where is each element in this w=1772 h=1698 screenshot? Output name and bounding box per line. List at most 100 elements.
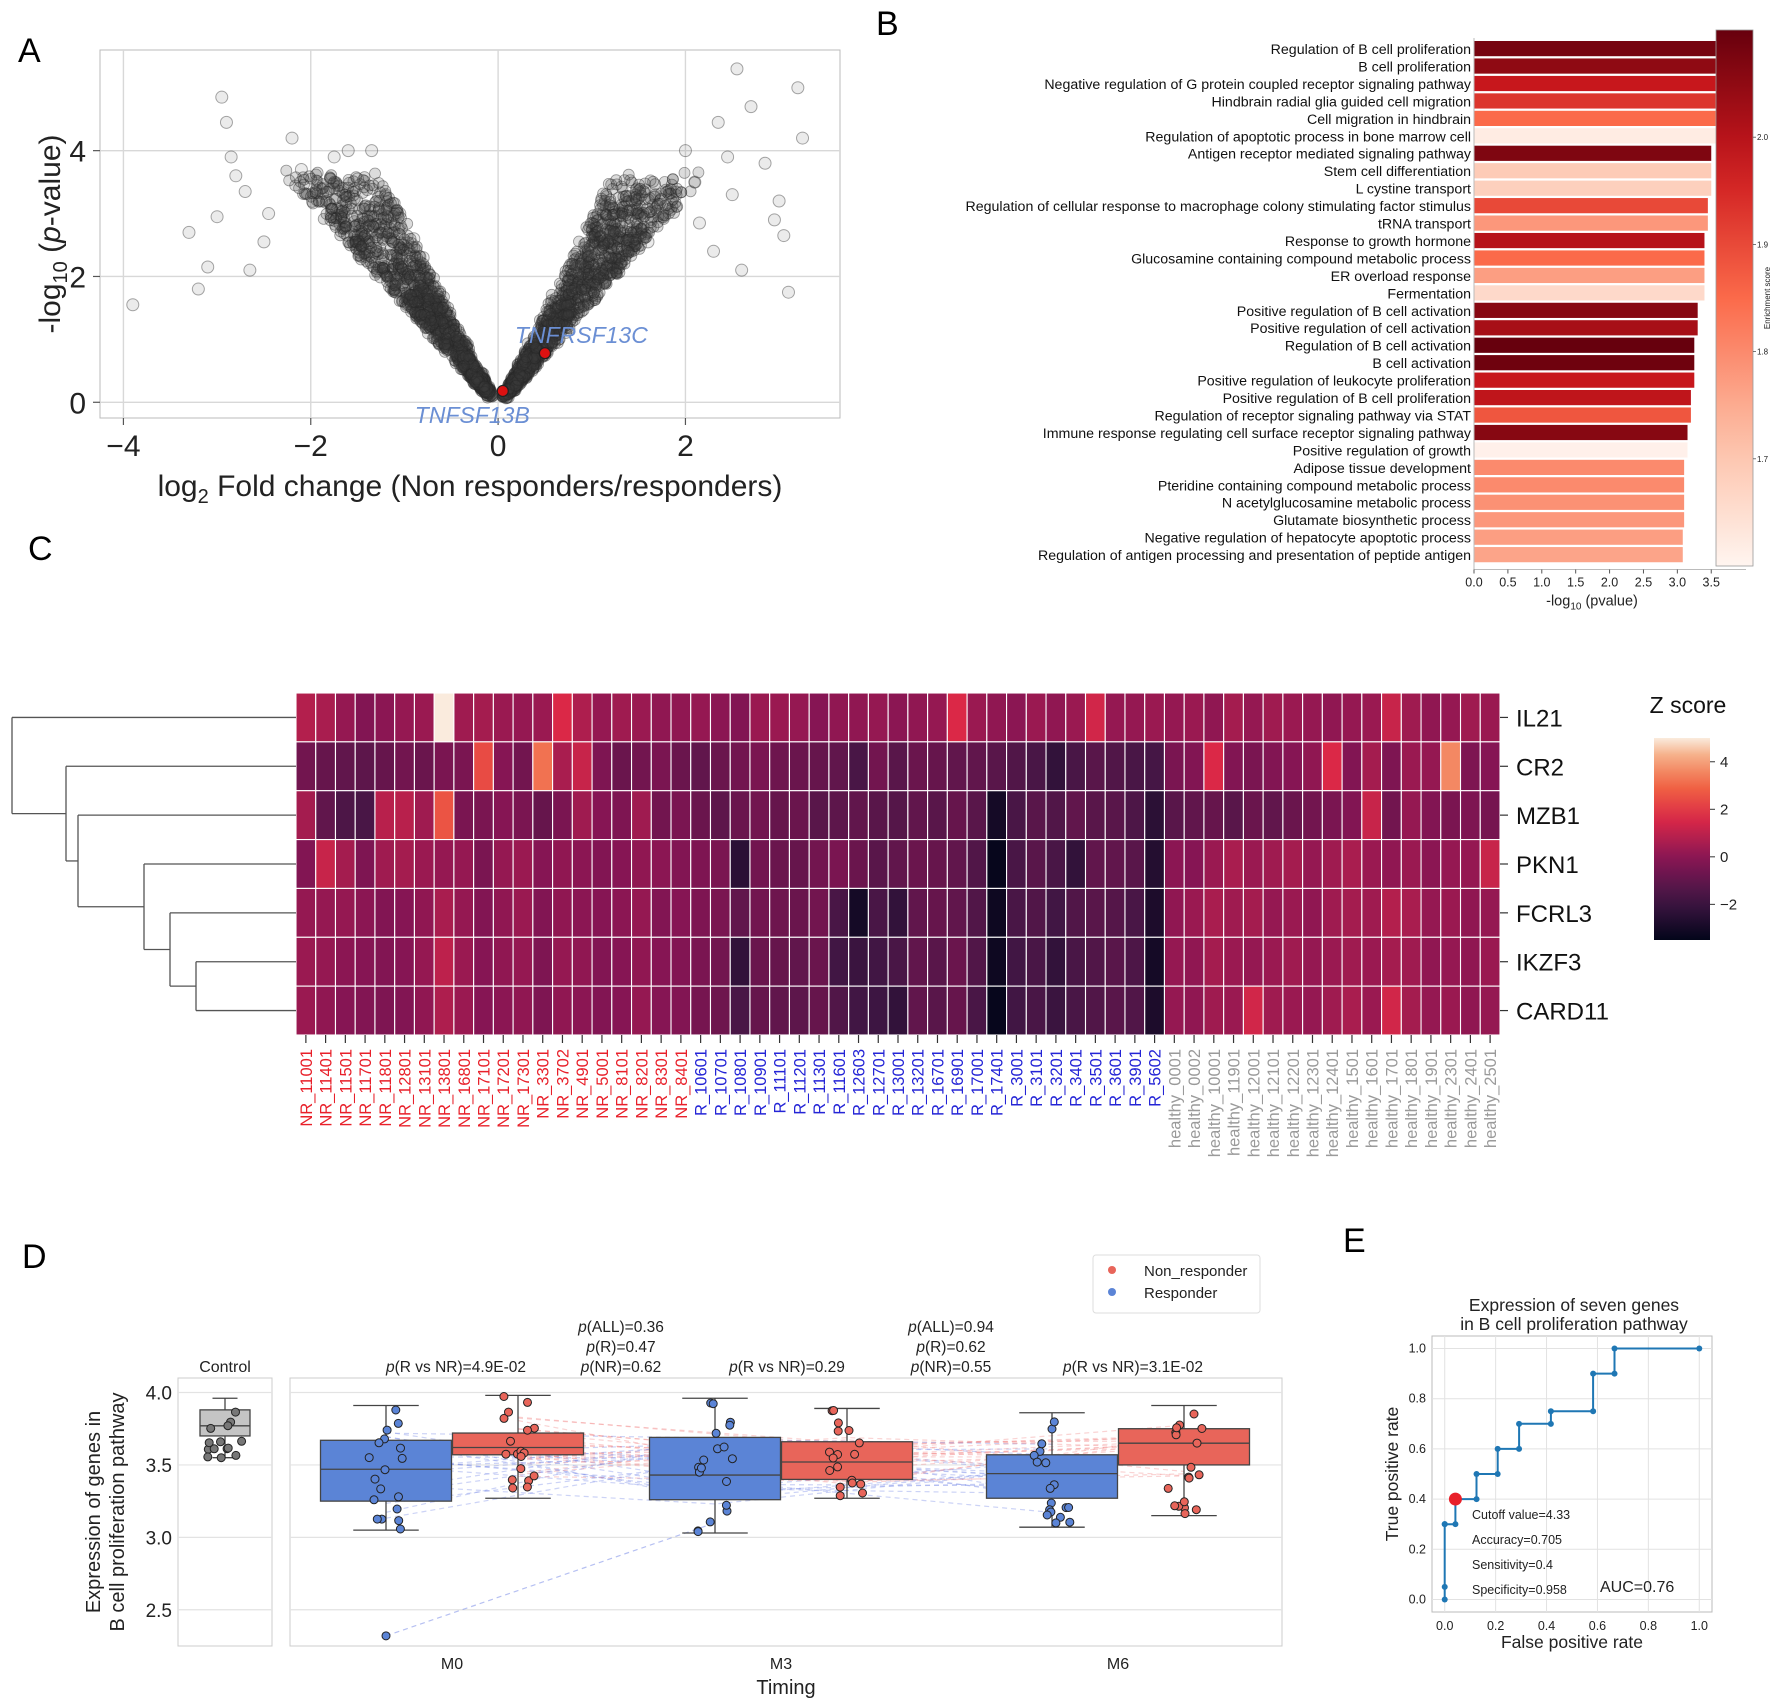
heatmap-cell	[354, 839, 376, 889]
bar	[1474, 407, 1691, 423]
data-point	[484, 390, 497, 403]
data-point	[453, 355, 466, 368]
data-point	[352, 246, 365, 259]
data-point	[522, 358, 535, 371]
data-point	[191, 282, 205, 296]
data-point	[356, 231, 369, 244]
sample-point	[392, 1504, 402, 1514]
data-point	[595, 192, 608, 205]
data-point	[538, 326, 550, 339]
data-point	[556, 289, 569, 302]
sample-point	[376, 1484, 386, 1494]
data-point	[285, 131, 299, 145]
heatmap-cell	[690, 790, 712, 841]
data-point	[618, 213, 632, 227]
column-label: NR_8301	[653, 1049, 671, 1119]
category-label: Hindbrain radial glia guided cell migrat…	[1212, 94, 1471, 110]
sample-point	[206, 1423, 216, 1433]
heatmap-cell	[808, 936, 830, 987]
heatmap-cell	[650, 741, 672, 792]
heatmap-cell	[1084, 936, 1106, 987]
data-point	[549, 307, 561, 320]
data-point	[367, 261, 380, 274]
data-point	[421, 327, 434, 340]
heatmap-cell	[571, 790, 593, 841]
data-point	[458, 359, 471, 372]
data-point	[523, 347, 535, 360]
y-tick-label: 0.8	[1409, 1392, 1426, 1406]
heatmap-cell	[453, 790, 475, 841]
data-point	[416, 251, 430, 265]
data-point	[427, 309, 440, 322]
data-point	[541, 320, 554, 333]
data-point	[546, 318, 559, 331]
heatmap-cell	[394, 887, 415, 938]
data-point	[631, 208, 644, 221]
data-point	[537, 320, 550, 333]
data-point	[433, 318, 446, 331]
data-point	[573, 275, 586, 288]
column-label: R_3401	[1068, 1049, 1086, 1107]
data-point	[630, 234, 643, 247]
data-point	[583, 239, 596, 252]
bar	[1474, 302, 1698, 318]
data-point	[432, 290, 445, 303]
sample-point	[501, 1449, 511, 1459]
roc-point	[1452, 1521, 1459, 1528]
data-point	[455, 349, 468, 362]
data-point	[560, 327, 572, 339]
data-point	[609, 253, 621, 265]
x-tick-label: −2	[294, 430, 328, 463]
data-point	[420, 312, 433, 325]
data-point	[415, 263, 428, 276]
data-point	[446, 335, 459, 348]
heatmap-cell	[1104, 741, 1126, 792]
data-point	[585, 238, 598, 251]
data-point	[624, 174, 637, 187]
data-point	[550, 311, 563, 324]
heatmap-cell	[867, 839, 889, 889]
data-point	[553, 294, 566, 307]
heatmap-cell	[808, 692, 830, 743]
data-point	[280, 164, 293, 177]
data-point	[675, 186, 687, 199]
data-point	[381, 269, 393, 282]
data-point	[611, 241, 624, 254]
category-label: Cell migration in hindbrain	[1307, 112, 1471, 128]
sample-point	[231, 1407, 240, 1417]
data-point	[610, 215, 622, 228]
heatmap-cell	[1124, 839, 1146, 889]
data-point	[565, 292, 578, 305]
data-point	[456, 351, 469, 363]
data-point	[688, 175, 702, 189]
data-point	[478, 372, 491, 385]
data-point	[514, 372, 527, 385]
sample-point	[829, 1406, 839, 1415]
heatmap-cell	[492, 741, 514, 792]
data-point	[477, 384, 490, 397]
data-point	[454, 355, 467, 368]
heatmap-cell	[749, 839, 771, 889]
column-label: R_17401	[989, 1049, 1007, 1116]
data-point	[349, 233, 362, 246]
heatmap-cell	[690, 985, 712, 1036]
data-point	[475, 384, 487, 397]
data-point	[480, 377, 493, 390]
data-point	[582, 267, 595, 280]
column-label: NR_3702	[554, 1049, 572, 1119]
heatmap-cell	[966, 790, 988, 841]
data-point	[616, 182, 629, 195]
data-point	[473, 371, 486, 384]
heatmap-cell	[413, 790, 435, 841]
heatmap-cell	[729, 692, 751, 743]
data-point	[577, 253, 589, 265]
data-point	[520, 352, 533, 365]
data-point	[480, 384, 493, 397]
heatmap-cell	[1361, 985, 1383, 1036]
heatmap-cell	[769, 887, 790, 938]
p-value-annotation: p(R)=0.62	[915, 1339, 985, 1356]
heatmap-cell	[709, 790, 731, 841]
heatmap-cell	[986, 741, 1008, 792]
data-point	[509, 375, 522, 388]
roc-point	[1494, 1445, 1501, 1452]
